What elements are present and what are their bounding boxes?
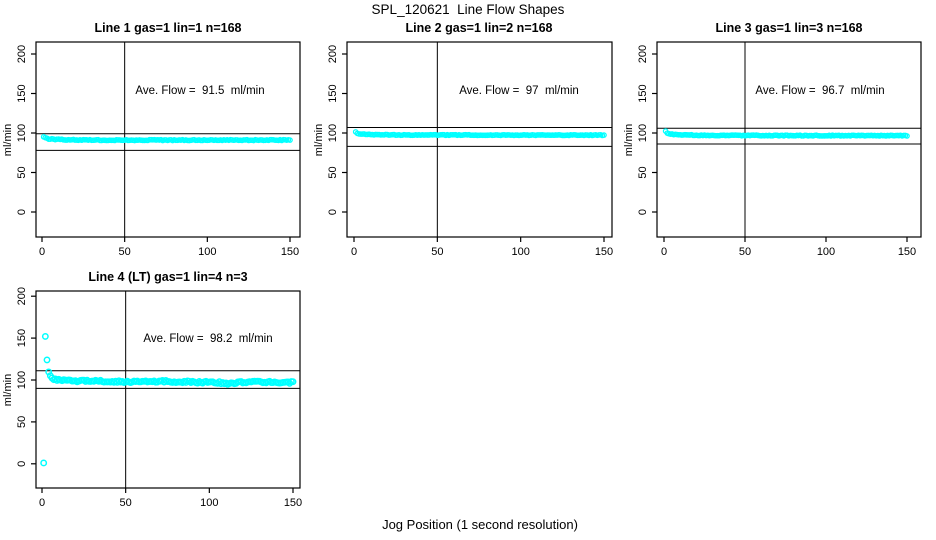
x-tick-label: 0 [39,246,45,258]
panel-2: 0 50 100 150 0 50 100 150 200 [327,41,613,258]
panels-group: 0 50 100 150 0 50 100 150 200 0 50 100 150 0 50 100 150 2… [16,41,922,509]
x-tick-label: 150 [595,246,613,258]
y-tick-label: 50 [16,166,28,178]
y-tick-label: 200 [637,45,649,63]
outlier-point [41,332,49,340]
panel4-ave-flow-annotation: Ave. Flow = 98.2 ml/min [143,333,272,345]
panel3-ave-flow-annotation: Ave. Flow = 96.7 ml/min [755,85,884,97]
y-tick-label: 200 [327,45,339,63]
outlier-point [40,459,48,467]
panel1-title: Line 1 gas=1 lin=1 n=168 [95,21,242,35]
panel4-y-axis-label: ml/min [2,374,14,406]
y-tick-label: 0 [16,461,28,467]
data-point [601,132,607,138]
y-tick-label: 150 [637,84,649,102]
x-tick-label: 50 [431,246,443,258]
y-tick-label: 50 [637,166,649,178]
x-tick-label: 50 [739,246,751,258]
x-axis-label: Jog Position (1 second resolution) [382,517,578,532]
y-tick-label: 100 [16,124,28,142]
y-tick-label: 0 [327,209,339,215]
panel2-y-axis-label: ml/min [313,124,325,156]
x-tick-label: 0 [351,246,357,258]
y-tick-label: 200 [16,45,28,63]
x-tick-label: 0 [661,246,667,258]
data-point [287,137,293,143]
panel4-title: Line 4 (LT) gas=1 lin=4 n=3 [88,270,247,284]
panel2-ave-flow-annotation: Ave. Flow = 97 ml/min [459,85,579,97]
panel2-title: Line 2 gas=1 lin=2 n=168 [406,21,553,35]
outlier-point [43,356,51,364]
y-tick-label: 50 [327,166,339,178]
panel1-y-axis-label: ml/min [2,124,14,156]
panel3-title: Line 3 gas=1 lin=3 n=168 [716,21,863,35]
x-tick-label: 100 [200,497,218,509]
x-tick-label: 50 [119,246,131,258]
y-tick-label: 200 [16,287,28,305]
y-tick-label: 150 [16,84,28,102]
panel3-y-axis-label: ml/min [623,124,635,156]
panel-4: 0 50 100 150 0 50 100 150 200 [16,287,302,509]
x-tick-label: 100 [511,246,529,258]
y-tick-label: 50 [16,416,28,428]
x-tick-label: 100 [198,246,216,258]
x-tick-label: 150 [281,246,299,258]
y-tick-label: 150 [16,329,28,347]
x-tick-label: 100 [817,246,835,258]
data-point [286,379,294,387]
plot-box [35,41,301,238]
y-tick-label: 100 [637,124,649,142]
figure-title: SPL_120621 Line Flow Shapes [372,2,565,17]
y-tick-label: 0 [637,209,649,215]
x-tick-label: 0 [39,497,45,509]
x-tick-label: 150 [898,246,916,258]
x-tick-label: 150 [284,497,302,509]
plot-box [656,41,922,238]
plot-box [35,290,301,489]
data-point [904,133,910,139]
data-point [45,368,53,376]
panel1-ave-flow-annotation: Ave. Flow = 91.5 ml/min [135,85,264,97]
y-tick-label: 0 [16,209,28,215]
plot-box [346,41,613,238]
data-point [289,378,297,386]
x-tick-label: 50 [120,497,132,509]
y-tick-label: 100 [16,371,28,389]
y-tick-label: 100 [327,124,339,142]
panel-1: 0 50 100 150 0 50 100 150 200 [16,41,301,258]
panel-3: 0 50 100 150 0 50 100 150 200 [637,41,922,258]
y-tick-label: 150 [327,84,339,102]
